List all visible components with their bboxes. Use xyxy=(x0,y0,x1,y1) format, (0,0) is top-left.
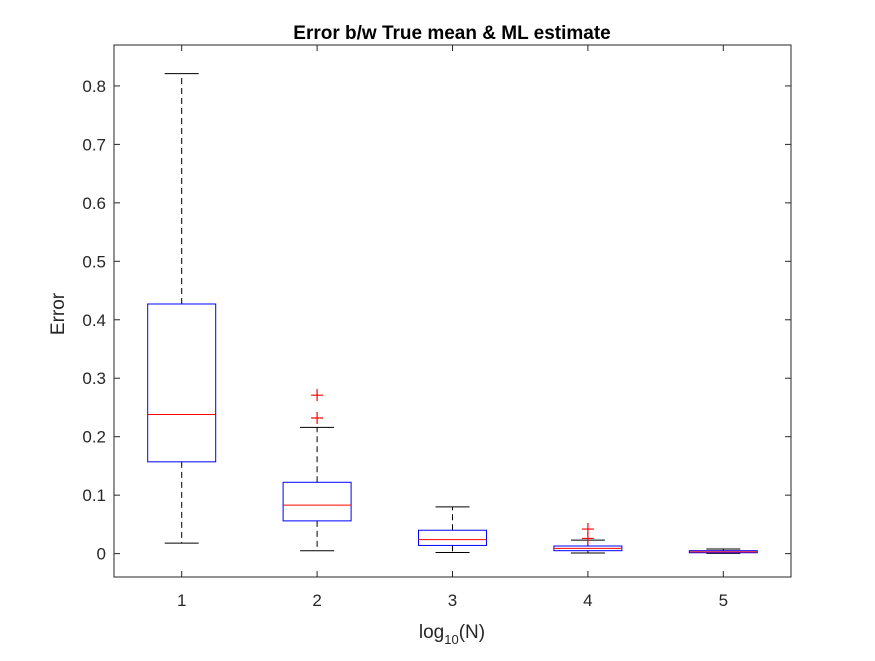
box-group xyxy=(688,548,758,554)
outlier-marker xyxy=(581,523,594,536)
x-tick-label: 1 xyxy=(177,591,186,610)
iqr-box xyxy=(282,481,352,522)
y-tick-label: 0.4 xyxy=(82,311,106,330)
x-axis: 1 2 3 4 5 xyxy=(177,45,728,610)
x-axis-label-base: log xyxy=(419,622,444,643)
box-group xyxy=(147,73,217,544)
iqr-box xyxy=(418,529,487,546)
plot-area xyxy=(147,73,758,554)
iqr-box xyxy=(147,303,217,463)
chart-title: Error b/w True mean & ML estimate xyxy=(293,23,610,44)
x-tick-label: 2 xyxy=(312,591,321,610)
box-group xyxy=(282,389,352,552)
y-axis-label: Error xyxy=(48,292,69,335)
outlier-marker xyxy=(311,389,324,402)
x-tick-label: 4 xyxy=(583,591,592,610)
y-tick-label: 0.3 xyxy=(82,369,106,388)
x-axis-label-subscript: 10 xyxy=(444,632,458,647)
y-axis: 0 0.1 0.2 0.3 0.4 0.5 0.6 0.7 0.8 xyxy=(82,77,791,564)
y-tick-label: 0.8 xyxy=(82,77,106,96)
x-axis-label: log10(N) xyxy=(419,622,485,647)
axes-frame xyxy=(113,44,792,578)
box-group xyxy=(418,506,487,553)
x-axis-label-suffix: (N) xyxy=(459,622,485,643)
y-tick-label: 0.6 xyxy=(82,194,106,213)
y-tick-label: 0.2 xyxy=(82,428,106,447)
y-tick-label: 0 xyxy=(97,545,106,564)
x-tick-label: 5 xyxy=(719,591,728,610)
outlier-marker xyxy=(311,411,324,424)
y-tick-label: 0.5 xyxy=(82,252,106,271)
y-tick-label: 0.1 xyxy=(82,486,106,505)
box-group xyxy=(553,523,623,554)
x-tick-label: 3 xyxy=(448,591,457,610)
y-tick-label: 0.7 xyxy=(82,135,106,154)
